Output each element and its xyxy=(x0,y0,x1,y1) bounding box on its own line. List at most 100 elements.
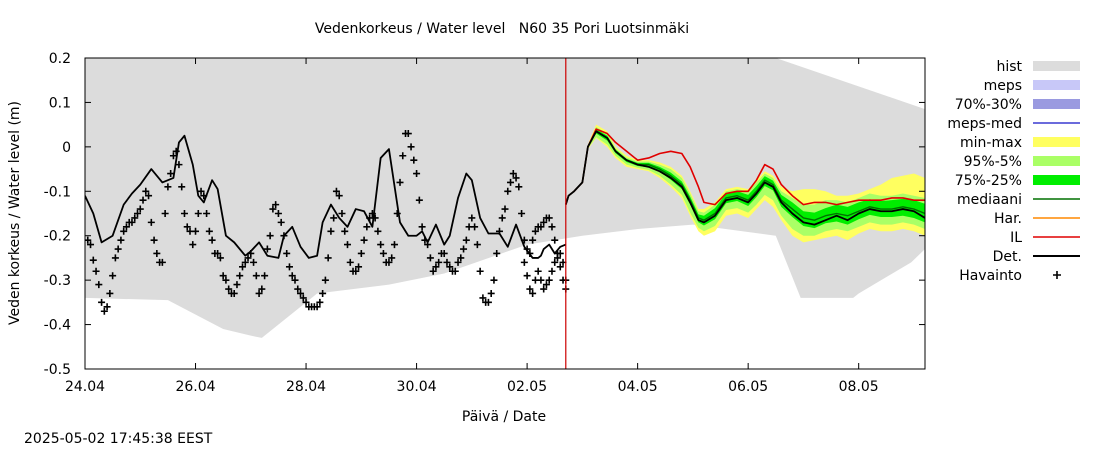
observation-point xyxy=(507,178,515,186)
observation-point xyxy=(145,192,153,200)
observation-point xyxy=(421,236,429,244)
observation-point xyxy=(277,218,285,226)
observation-point xyxy=(407,143,415,151)
observation-point xyxy=(404,130,412,138)
observation-point xyxy=(252,272,260,280)
observation-point xyxy=(239,263,246,271)
observation-point xyxy=(529,289,537,297)
observation-point xyxy=(263,245,271,253)
legend-label: hist xyxy=(996,59,1022,75)
observation-point xyxy=(150,236,158,244)
observation-point xyxy=(429,267,437,275)
plot-frame xyxy=(84,57,926,370)
observation-point xyxy=(164,183,172,191)
observation-point xyxy=(288,272,296,280)
y-tick-label: -0.2 xyxy=(44,229,71,245)
legend-label: 70%-30% xyxy=(955,97,1022,113)
observation-point xyxy=(167,170,175,178)
observation-point xyxy=(158,258,166,266)
y-tick-label: -0.1 xyxy=(44,184,71,200)
observation-point xyxy=(128,218,136,226)
observation-point xyxy=(556,263,564,271)
y-axis-label: Veden korkeus / Water level (m) xyxy=(7,101,23,325)
observation-point xyxy=(274,210,282,217)
observation-point xyxy=(172,147,180,155)
x-tick-label: 08.05 xyxy=(839,379,879,395)
observation-point xyxy=(230,289,238,297)
plot-area xyxy=(85,58,925,369)
observation-point xyxy=(468,214,476,222)
x-axis-label: Päivä / Date xyxy=(462,409,546,425)
observation-point xyxy=(266,232,274,240)
observation-point xyxy=(169,152,177,160)
observation-point xyxy=(377,241,385,249)
observation-point xyxy=(462,236,470,244)
observation-point xyxy=(529,236,537,244)
observation-point xyxy=(520,258,528,266)
x-tick-label: 24.04 xyxy=(65,379,105,395)
observation-point xyxy=(476,267,484,275)
observation-point xyxy=(316,298,324,306)
observation-point xyxy=(548,267,556,275)
observation-point xyxy=(205,227,213,235)
timestamp: 2025-05-02 17:45:38 EEST xyxy=(24,431,213,447)
observation-point xyxy=(247,249,255,257)
legend-label: mediaani xyxy=(957,192,1022,208)
observation-point xyxy=(335,192,343,200)
legend-label: Havainto xyxy=(959,268,1022,284)
observation-point xyxy=(520,236,528,244)
observation-point xyxy=(291,276,299,284)
observation-point xyxy=(87,241,95,249)
observation-point xyxy=(424,241,432,249)
observation-point xyxy=(526,285,534,293)
observation-point xyxy=(545,276,553,284)
observation-point xyxy=(139,196,147,204)
observation-point xyxy=(360,236,368,244)
observation-point xyxy=(473,241,481,249)
observation-point xyxy=(100,307,108,315)
observation-point xyxy=(352,267,360,275)
observation-point xyxy=(357,249,365,257)
observation-point xyxy=(454,258,462,266)
observation-point xyxy=(175,161,183,169)
observation-point xyxy=(451,267,459,275)
observation-point xyxy=(531,227,539,235)
observation-point xyxy=(548,223,556,231)
observation-point xyxy=(147,218,155,226)
observation-point xyxy=(255,289,263,297)
x-tick-label: 04.05 xyxy=(618,379,658,395)
legend-swatch xyxy=(1033,175,1080,185)
observation-point xyxy=(122,223,130,231)
chart-title: Vedenkorkeus / Water level N60 35 Pori L… xyxy=(315,21,689,37)
observation-point xyxy=(106,289,114,297)
observation-point xyxy=(297,289,305,297)
observation-point xyxy=(396,178,404,186)
observation-point xyxy=(537,276,545,284)
y-tick-label: 0 xyxy=(62,140,71,156)
y-tick-label: 0.1 xyxy=(49,95,71,111)
observation-point xyxy=(515,183,523,191)
observation-point xyxy=(134,210,141,217)
observation-point xyxy=(241,258,249,266)
observation-point xyxy=(537,223,545,231)
legend-swatch xyxy=(1033,137,1080,147)
observation-point xyxy=(109,272,117,280)
observation-point xyxy=(332,187,340,195)
observation-point xyxy=(440,249,448,257)
legend-swatch xyxy=(1033,61,1080,71)
legend-label: meps xyxy=(984,78,1022,94)
observation-point xyxy=(432,263,440,271)
observation-point xyxy=(355,263,363,271)
observation-point xyxy=(111,254,119,262)
observation-point xyxy=(117,236,125,244)
legend-swatch xyxy=(1033,80,1080,90)
legend-swatch xyxy=(1053,271,1061,279)
observation-point xyxy=(131,214,139,222)
observation-point xyxy=(236,272,244,280)
observation-point xyxy=(418,223,426,231)
observation-point xyxy=(534,267,542,275)
observation-point xyxy=(321,276,329,284)
observation-point xyxy=(374,227,382,235)
observation-point xyxy=(120,227,128,235)
observation-point xyxy=(250,258,258,266)
